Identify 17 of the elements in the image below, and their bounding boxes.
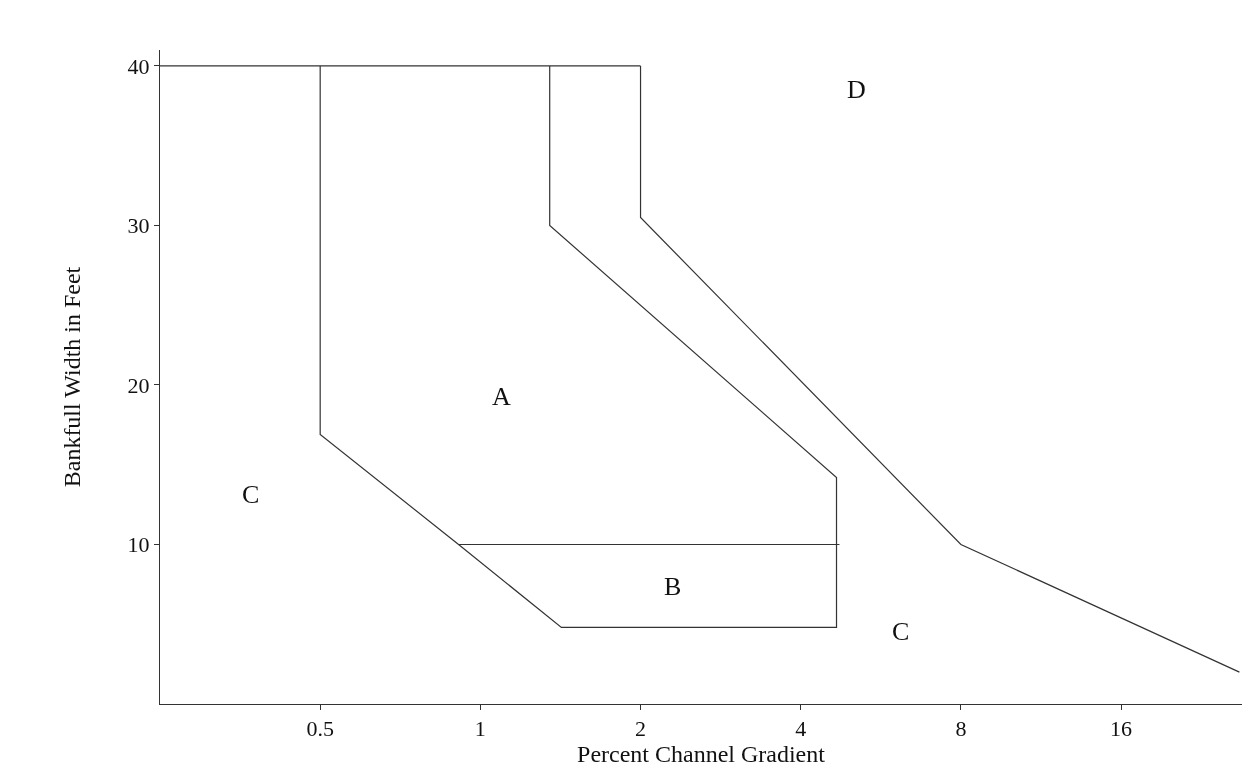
y-tick-label: 10 bbox=[127, 532, 150, 558]
x-axis-title: Percent Channel Gradient bbox=[577, 741, 826, 768]
annotation: C bbox=[892, 617, 910, 646]
y-tick-label: 30 bbox=[127, 213, 150, 239]
x-tick-label: 0.5 bbox=[306, 716, 334, 742]
x-tick-label: 1 bbox=[474, 716, 486, 742]
y-tick-label: 40 bbox=[127, 53, 150, 79]
y-axis-title: Bankfull Width in Feet bbox=[58, 266, 85, 488]
x-tick-label: 16 bbox=[1110, 716, 1133, 742]
y-tick-label: 20 bbox=[127, 372, 150, 398]
annotation: C bbox=[242, 480, 260, 509]
annotation: A bbox=[492, 382, 511, 411]
x-tick-label: 8 bbox=[955, 716, 967, 742]
annotation: D bbox=[847, 75, 866, 104]
x-tick-label: 4 bbox=[795, 716, 807, 742]
annotation: B bbox=[664, 572, 682, 601]
x-tick-label: 2 bbox=[635, 716, 647, 742]
